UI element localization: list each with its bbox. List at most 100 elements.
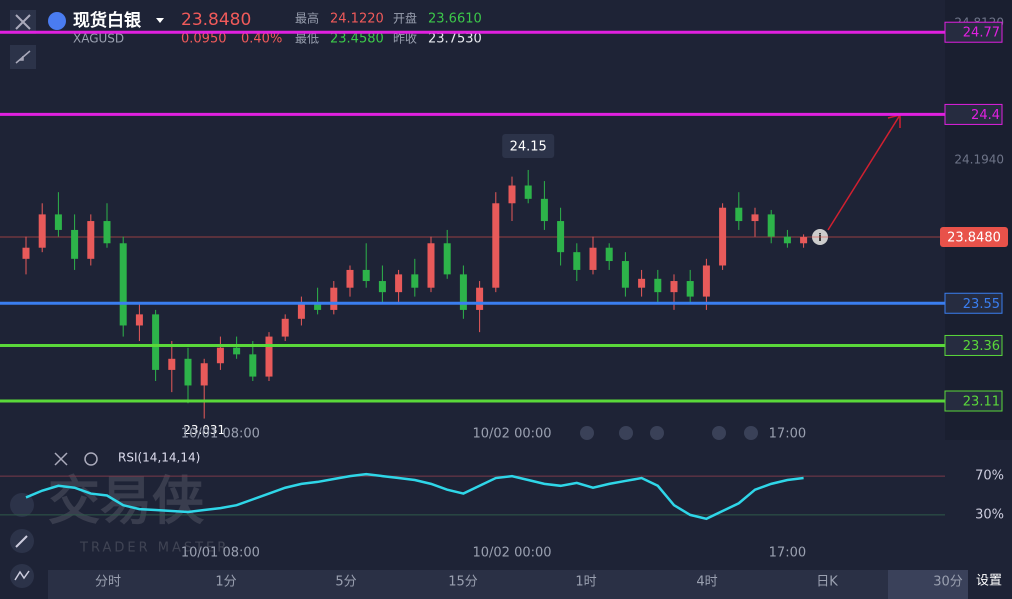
symbol-icon xyxy=(48,12,66,30)
tab[interactable]: 30分 xyxy=(933,575,963,590)
candle-body xyxy=(265,336,273,377)
candle-body xyxy=(346,269,354,288)
candle-body xyxy=(508,185,516,204)
candle-body xyxy=(427,243,435,288)
candle-body xyxy=(702,265,710,297)
level-tag xyxy=(944,21,1003,43)
change: 0.0950 xyxy=(181,32,227,47)
candle-body xyxy=(38,214,46,248)
change-pct: 0.40% xyxy=(241,32,282,47)
candle-body xyxy=(249,354,257,377)
tab[interactable]: 5分 xyxy=(335,575,356,590)
candle-body xyxy=(557,221,565,253)
tool-button[interactable] xyxy=(10,493,34,517)
candle-body xyxy=(605,247,613,262)
nav-button[interactable] xyxy=(619,426,633,440)
nav-button[interactable] xyxy=(712,426,726,440)
price-axis-bg xyxy=(945,0,1012,440)
level-label: 24.4 xyxy=(971,108,1000,123)
shrink-button[interactable] xyxy=(10,45,36,69)
candle-body xyxy=(411,274,419,288)
last-price-label: 23.8480 xyxy=(947,231,1001,246)
symbol-name[interactable]: 现货白银 xyxy=(73,10,142,31)
candle-body xyxy=(233,347,241,355)
candle-body xyxy=(524,185,532,199)
dropdown-arrow[interactable] xyxy=(156,18,164,23)
candle-body xyxy=(297,303,305,319)
candle-body xyxy=(719,207,727,266)
nav-button[interactable] xyxy=(650,426,664,440)
side-tools xyxy=(10,493,34,588)
candle-body xyxy=(152,314,160,370)
level-tag xyxy=(944,390,1003,412)
x-tick-label: 10/02 00:00 xyxy=(472,427,551,442)
high: 24.1220 xyxy=(330,12,384,27)
settings-button[interactable]: 设置 xyxy=(976,574,1002,589)
candle-body xyxy=(670,281,678,293)
tab[interactable]: 4时 xyxy=(696,575,717,590)
tab[interactable]: 1分 xyxy=(215,575,236,590)
candle-body xyxy=(459,274,467,310)
low-label: 最低 xyxy=(295,32,319,46)
candle-body xyxy=(735,207,743,222)
candle-body xyxy=(54,214,62,230)
candle-body xyxy=(751,214,759,222)
close-button[interactable] xyxy=(10,10,36,34)
rsi-tick-label: 30% xyxy=(975,507,1004,522)
candle-body xyxy=(589,247,597,270)
draw-icon xyxy=(15,535,28,548)
tab[interactable]: 1时 xyxy=(575,575,596,590)
high-label: 最高 xyxy=(295,11,319,26)
candle-body xyxy=(443,243,451,275)
price: 23.8480 xyxy=(181,10,251,30)
level-label: 23.11 xyxy=(963,395,1000,410)
candle-body xyxy=(22,247,30,259)
level-tag xyxy=(944,334,1003,356)
indicator-icon xyxy=(14,570,30,581)
candle-body xyxy=(621,261,629,288)
candle-body xyxy=(378,281,386,293)
rsi-close[interactable] xyxy=(54,452,68,466)
high-note: 24.15 xyxy=(510,139,547,154)
candle-body xyxy=(654,278,662,293)
y-tick-label: 24.1940 xyxy=(954,153,1004,167)
tab[interactable]: 15分 xyxy=(448,575,478,590)
level-label: 23.55 xyxy=(963,297,1000,312)
candle-body xyxy=(767,214,775,237)
open: 23.6610 xyxy=(428,12,482,27)
level-label: 23.36 xyxy=(963,339,1000,354)
rsi-settings[interactable] xyxy=(84,452,98,466)
candle-body xyxy=(168,358,176,370)
candle-body xyxy=(573,252,581,270)
symbol-code: XAGUSD xyxy=(73,32,124,46)
candle-body xyxy=(71,229,79,259)
candle-body xyxy=(119,243,127,326)
low-note: 23.031 xyxy=(183,423,225,437)
tab[interactable]: 分时 xyxy=(95,575,121,590)
tab[interactable]: 日K xyxy=(816,575,838,590)
nav-dots xyxy=(580,426,758,440)
level-label: 24.77 xyxy=(963,26,1000,41)
candle-body xyxy=(783,236,791,244)
x-tick-label: 10/01 08:00 xyxy=(181,427,260,442)
rsi-x-tick-label: 10/01 08:00 xyxy=(181,546,260,561)
watermark-en: TRADER MASTER xyxy=(79,541,229,556)
tab-active-bg xyxy=(888,570,968,599)
high-note-bg xyxy=(502,133,555,158)
candle-body xyxy=(362,269,370,282)
nav-button[interactable] xyxy=(580,426,594,440)
candle-body xyxy=(476,287,484,310)
candle-body xyxy=(135,314,143,326)
candle-body xyxy=(314,303,322,310)
candle-body xyxy=(395,274,403,293)
candle-body xyxy=(330,287,338,310)
rsi-x-tick-label: 10/02 00:00 xyxy=(472,546,551,561)
low: 23.4580 xyxy=(330,32,384,47)
candle-body xyxy=(638,278,646,288)
candle-body xyxy=(200,363,208,386)
candle-body xyxy=(686,281,694,297)
nav-button[interactable] xyxy=(744,426,758,440)
candle-body xyxy=(492,203,500,288)
